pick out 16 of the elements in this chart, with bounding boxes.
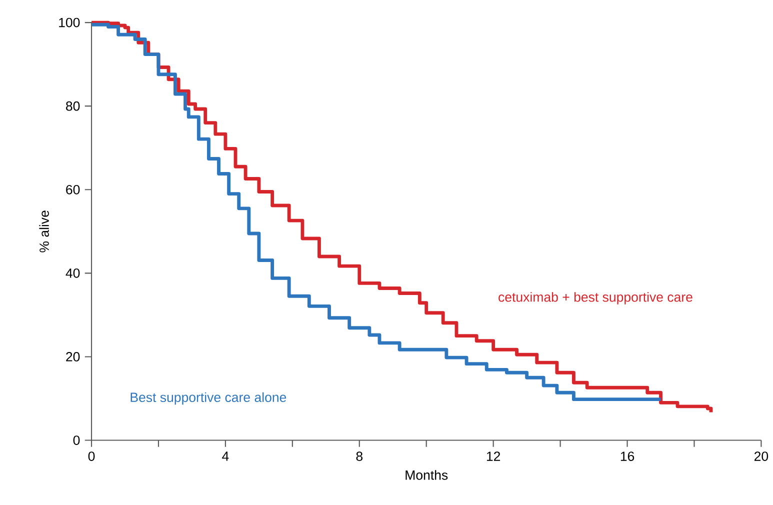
x-tick-label: 12 [486, 451, 500, 461]
y-tick-label: 20 [66, 352, 80, 362]
y-tick-label: 60 [66, 184, 80, 194]
x-axis-title: Months [406, 470, 448, 480]
x-tick-label: 20 [754, 451, 768, 461]
x-tick-label: 0 [88, 451, 95, 461]
x-tick-label: 8 [356, 451, 362, 461]
x-tick-label: 4 [222, 451, 229, 461]
y-tick-label: 0 [73, 435, 80, 445]
y-tick-label: 80 [66, 101, 80, 111]
y-tick-label: 40 [66, 268, 80, 278]
text: cetuximab + best supportive care [498, 292, 692, 304]
y-tick-label: 100 [59, 18, 80, 28]
text: Best supportive care alone [130, 392, 286, 405]
y-axis-title: % alive [39, 210, 49, 252]
x-tick-label: 16 [620, 451, 634, 461]
